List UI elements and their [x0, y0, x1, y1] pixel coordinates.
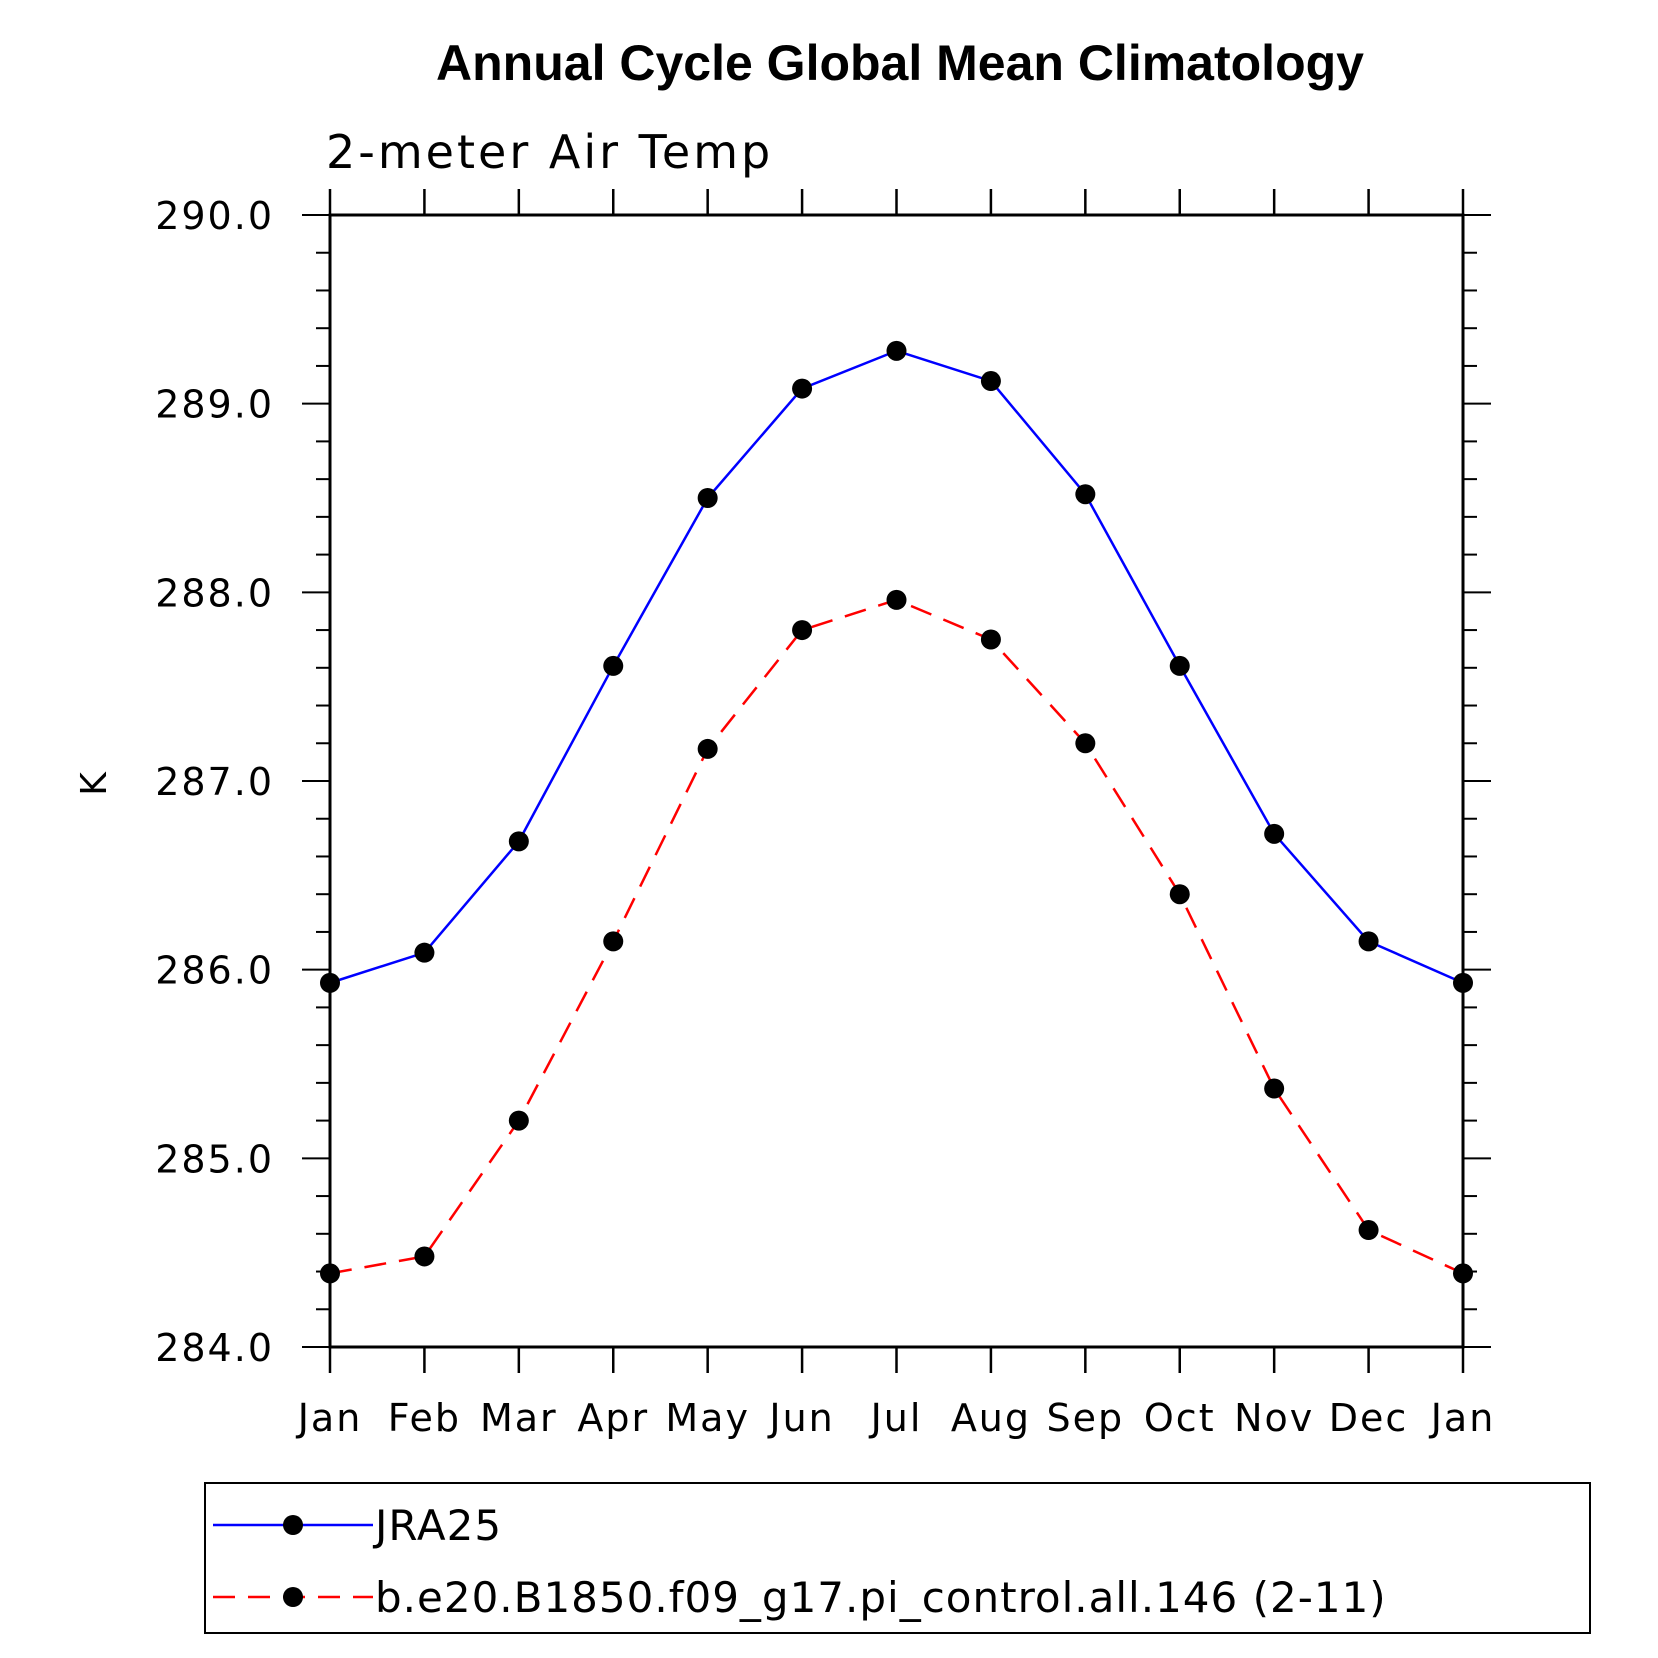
series-line — [329, 349, 1464, 985]
data-point — [980, 371, 1001, 392]
data-point — [1169, 884, 1190, 905]
data-point — [1075, 484, 1096, 505]
data-point — [414, 1246, 435, 1267]
data-point — [980, 629, 1001, 650]
x-tick-label: Aug — [951, 1396, 1031, 1440]
data-point — [508, 1110, 529, 1131]
x-tick-label: Jan — [296, 1396, 363, 1440]
x-tick-label: Apr — [577, 1396, 649, 1440]
legend: JRA25 b.e20.B1850.f09_g17.pi_control.all.… — [204, 1482, 1591, 1634]
x-tick-label: Jan — [1429, 1396, 1496, 1440]
series-0 — [320, 340, 1473, 993]
x-tick-label: May — [665, 1396, 750, 1440]
data-point — [414, 942, 435, 963]
legend-marker — [283, 1587, 303, 1607]
chart-title: Annual Cycle Global Mean Climatology — [436, 35, 1364, 91]
data-point — [1358, 931, 1379, 952]
x-tick-label: Mar — [480, 1396, 558, 1440]
series-1 — [320, 589, 1473, 1284]
y-axis-label: K — [74, 771, 115, 796]
y-tick-label: 289.0 — [155, 383, 274, 427]
x-tick-label: Feb — [388, 1396, 461, 1440]
series-line — [329, 598, 1464, 1275]
x-tick-label: Sep — [1047, 1396, 1125, 1440]
data-point — [1264, 1078, 1285, 1099]
data-point — [1075, 733, 1096, 754]
data-point — [508, 831, 529, 852]
x-tick-label: Jul — [869, 1396, 923, 1440]
data-point — [1169, 655, 1190, 676]
data-point — [886, 340, 907, 361]
data-point — [1453, 972, 1473, 993]
y-tick-label: 286.0 — [155, 949, 274, 993]
data-point — [886, 589, 907, 610]
series-layer — [320, 340, 1473, 1284]
data-point — [792, 378, 813, 399]
axes: Jan Feb Mar Apr May Jun Jul Aug Sep Oct Nov Dec Jan 2… — [155, 189, 1496, 1440]
x-tick-label: Oct — [1144, 1396, 1216, 1440]
data-point — [697, 738, 718, 759]
plot-frame — [328, 213, 1465, 1349]
legend-box — [204, 1482, 1591, 1634]
chart-subtitle: 2-meter Air Temp — [326, 125, 773, 179]
y-tick-label: 290.0 — [155, 194, 274, 238]
x-tick-label: Nov — [1234, 1396, 1314, 1440]
x-tick-label: Dec — [1329, 1396, 1409, 1440]
data-point — [320, 1263, 340, 1284]
data-point — [1358, 1220, 1379, 1241]
data-point — [603, 655, 624, 676]
y-tick-label: 288.0 — [155, 571, 274, 615]
legend-label: JRA25 — [372, 1501, 502, 1550]
data-point — [697, 488, 718, 508]
data-point — [1453, 1263, 1473, 1284]
data-point — [1264, 823, 1285, 844]
x-tick-label: Jun — [767, 1396, 834, 1440]
y-tick-label: 284.0 — [155, 1326, 274, 1370]
legend-marker — [283, 1515, 303, 1535]
legend-label: b.e20.B1850.f09_g17.pi_control.all.146 (… — [375, 1573, 1387, 1622]
data-point — [792, 620, 813, 641]
data-point — [603, 931, 624, 952]
y-tick-label: 285.0 — [155, 1137, 274, 1181]
data-point — [320, 972, 340, 993]
y-tick-label: 287.0 — [155, 760, 274, 804]
